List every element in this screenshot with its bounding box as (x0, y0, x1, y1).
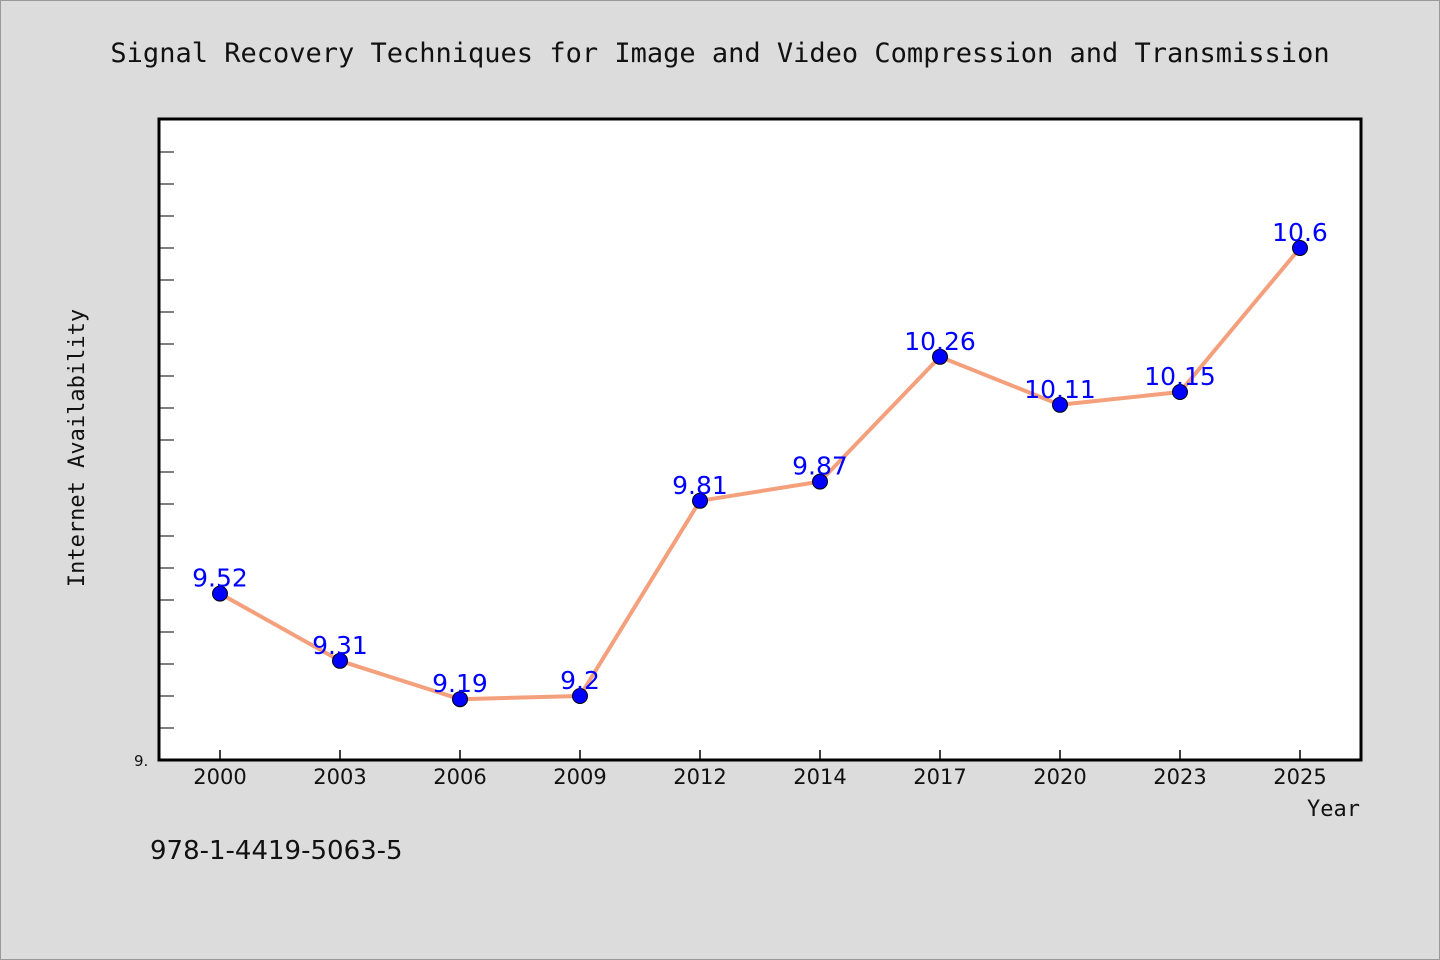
data-label: 9.2 (560, 666, 600, 695)
data-label: 9.31 (312, 631, 368, 660)
x-axis-label: Year (1307, 797, 1360, 822)
data-point (1172, 384, 1188, 400)
plot-area (157, 117, 1363, 762)
series-line (219, 246, 1302, 702)
x-tick-label: 2009 (553, 765, 606, 789)
series-line-group (219, 246, 1302, 702)
data-label: 10.15 (1144, 362, 1216, 391)
x-tick-label: 2006 (433, 765, 486, 789)
data-point (332, 652, 348, 669)
data-point (1052, 396, 1068, 413)
data-point (812, 473, 828, 490)
data-label: 9.52 (192, 564, 248, 593)
x-axis-ticks: 2000 2003 2006 2009 2012 2014 2017 2020 2023 2025 (193, 750, 1327, 789)
x-tick-label: 2017 (913, 765, 966, 789)
data-label: 10.6 (1272, 218, 1328, 247)
y-axis-label: Internet Availability (65, 309, 90, 587)
x-tick-label: 2000 (193, 765, 246, 789)
data-point (452, 691, 468, 708)
data-label: 10.26 (904, 327, 976, 356)
data-labels-group: 9.52 9.31 9.19 9.2 9.81 9.87 10.26 10.11 10.15 10… (192, 218, 1328, 698)
data-point (572, 688, 588, 704)
y-axis-ticks (160, 151, 174, 729)
x-tick-label: 2025 (1273, 765, 1326, 789)
data-label: 9.87 (792, 452, 848, 481)
chart-title: Signal Recovery Techniques for Image and… (110, 38, 1329, 69)
y-tick-label: 9. (134, 752, 148, 770)
data-label: 9.81 (672, 471, 728, 500)
data-point (1292, 240, 1308, 256)
isbn-text: 978-1-4419-5063-5 (150, 836, 403, 866)
markers-group (212, 240, 1308, 708)
x-tick-label: 2023 (1153, 765, 1206, 789)
data-label: 9.19 (432, 669, 488, 698)
x-tick-label: 2014 (793, 765, 846, 789)
data-label: 10.11 (1024, 375, 1096, 404)
data-point (212, 585, 228, 602)
x-tick-label: 2003 (313, 765, 366, 789)
data-point (692, 492, 708, 509)
x-tick-label: 2012 (673, 765, 726, 789)
data-point (932, 348, 948, 365)
x-tick-label: 2020 (1033, 765, 1086, 789)
